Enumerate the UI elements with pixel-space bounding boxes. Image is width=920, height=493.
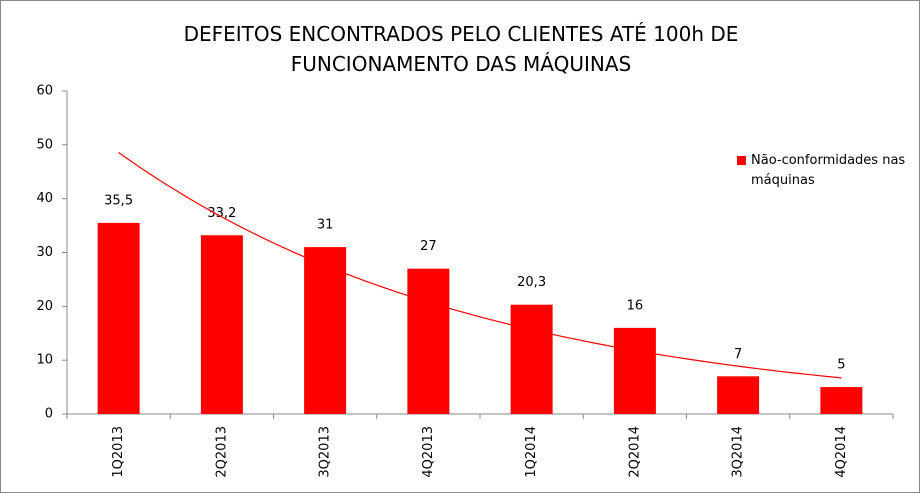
y-tick-label: 50	[36, 137, 53, 152]
y-tick-label: 40	[36, 191, 53, 206]
bar	[510, 304, 553, 414]
x-tick-label: 3Q2013	[318, 426, 333, 478]
x-tick-label: 2Q2014	[627, 426, 642, 478]
x-tick-label: 4Q2013	[421, 426, 436, 478]
legend-swatch	[737, 156, 746, 165]
x-tick-label: 1Q2013	[111, 426, 126, 478]
y-tick-label: 60	[36, 84, 53, 99]
bar	[613, 327, 656, 414]
bar	[717, 376, 760, 414]
y-tick-label: 10	[36, 353, 53, 368]
data-label: 35,5	[104, 193, 133, 208]
chart-title: DEFEITOS ENCONTRADOS PELO CLIENTES ATÉ 1…	[183, 22, 739, 76]
data-label: 31	[317, 218, 334, 233]
trendline	[118, 152, 842, 379]
bar	[820, 387, 863, 414]
y-tick-label: 0	[45, 407, 53, 422]
y-tick-label: 20	[36, 299, 53, 314]
bar	[304, 247, 347, 414]
data-label: 5	[837, 358, 845, 373]
bar	[97, 222, 140, 414]
data-label: 33,2	[207, 206, 236, 221]
bar	[200, 235, 243, 414]
y-tick-label: 30	[36, 245, 53, 260]
x-tick-label: 3Q2014	[731, 426, 746, 478]
data-label: 27	[420, 239, 437, 254]
x-tick-label: 2Q2013	[214, 426, 229, 478]
data-label: 16	[627, 298, 644, 313]
x-tick-label: 4Q2014	[834, 426, 849, 478]
x-tick-label: 1Q2014	[524, 426, 539, 478]
bar	[407, 268, 450, 414]
legend: Não-conformidades nas máquinas	[737, 151, 917, 191]
data-label: 7	[734, 347, 742, 362]
legend-label: Não-conformidades nas máquinas	[751, 153, 906, 188]
data-label: 20,3	[517, 275, 546, 290]
